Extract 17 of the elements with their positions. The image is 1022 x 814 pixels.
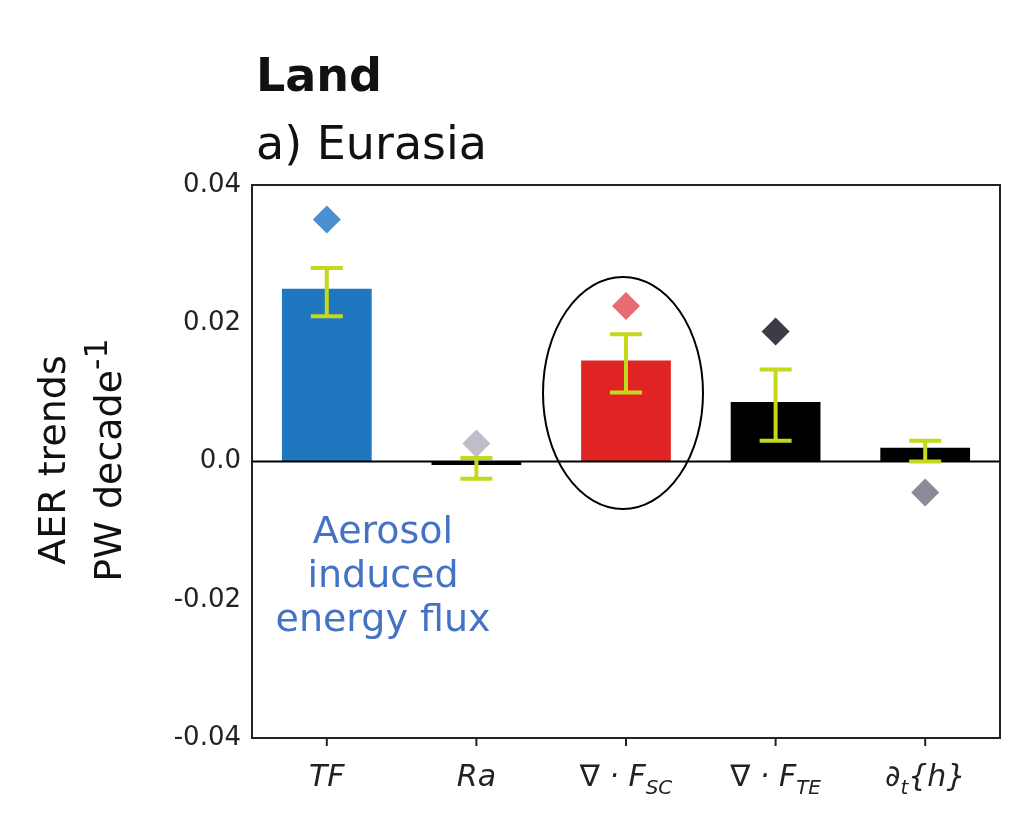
chart-subtitle: a) Eurasia: [256, 116, 488, 170]
x-tick-label: Ra: [456, 758, 497, 793]
annotation: Aerosol induced energy flux: [274, 508, 492, 640]
bar: [581, 360, 671, 462]
chart-title: Land: [256, 48, 383, 102]
bar: [281, 288, 372, 462]
point: [312, 205, 341, 234]
y-tick-label: -0.04: [173, 720, 241, 751]
y-tick-label: 0.02: [183, 306, 241, 336]
point: [612, 291, 640, 320]
x-tick-label: TF: [309, 758, 346, 793]
point: [462, 429, 491, 458]
point: [761, 317, 790, 346]
point: [911, 478, 940, 507]
y-tick-label: -0.02: [173, 582, 241, 613]
y-tick-label: 0.04: [183, 167, 241, 198]
y-tick-label: 0.0: [199, 444, 241, 475]
